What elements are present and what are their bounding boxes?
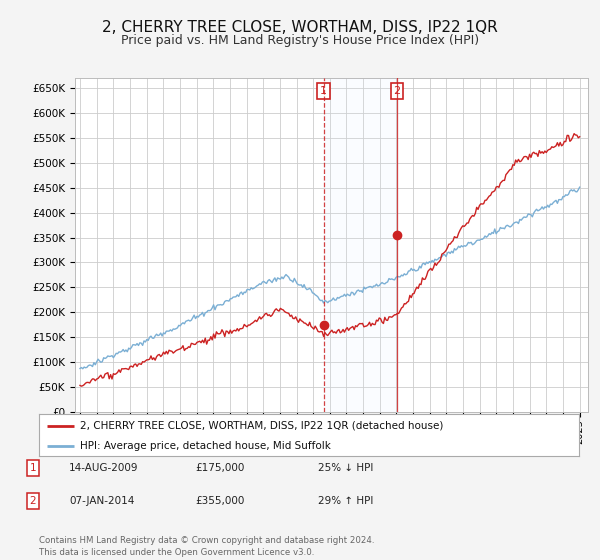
Text: 2: 2 xyxy=(29,496,37,506)
Bar xyxy=(323,78,397,412)
Text: 14-AUG-2009: 14-AUG-2009 xyxy=(69,463,139,473)
Text: 29% ↑ HPI: 29% ↑ HPI xyxy=(318,496,373,506)
Text: 2, CHERRY TREE CLOSE, WORTHAM, DISS, IP22 1QR (detached house): 2, CHERRY TREE CLOSE, WORTHAM, DISS, IP2… xyxy=(79,421,443,431)
Text: 2: 2 xyxy=(394,86,401,96)
Text: 07-JAN-2014: 07-JAN-2014 xyxy=(69,496,134,506)
Text: 1: 1 xyxy=(29,463,37,473)
Text: Price paid vs. HM Land Registry's House Price Index (HPI): Price paid vs. HM Land Registry's House … xyxy=(121,34,479,46)
Text: Contains HM Land Registry data © Crown copyright and database right 2024.
This d: Contains HM Land Registry data © Crown c… xyxy=(39,536,374,557)
Text: HPI: Average price, detached house, Mid Suffolk: HPI: Average price, detached house, Mid … xyxy=(79,441,331,451)
Text: £355,000: £355,000 xyxy=(195,496,244,506)
Text: 25% ↓ HPI: 25% ↓ HPI xyxy=(318,463,373,473)
Text: 2, CHERRY TREE CLOSE, WORTHAM, DISS, IP22 1QR: 2, CHERRY TREE CLOSE, WORTHAM, DISS, IP2… xyxy=(102,20,498,35)
Text: £175,000: £175,000 xyxy=(195,463,244,473)
Text: 1: 1 xyxy=(320,86,327,96)
